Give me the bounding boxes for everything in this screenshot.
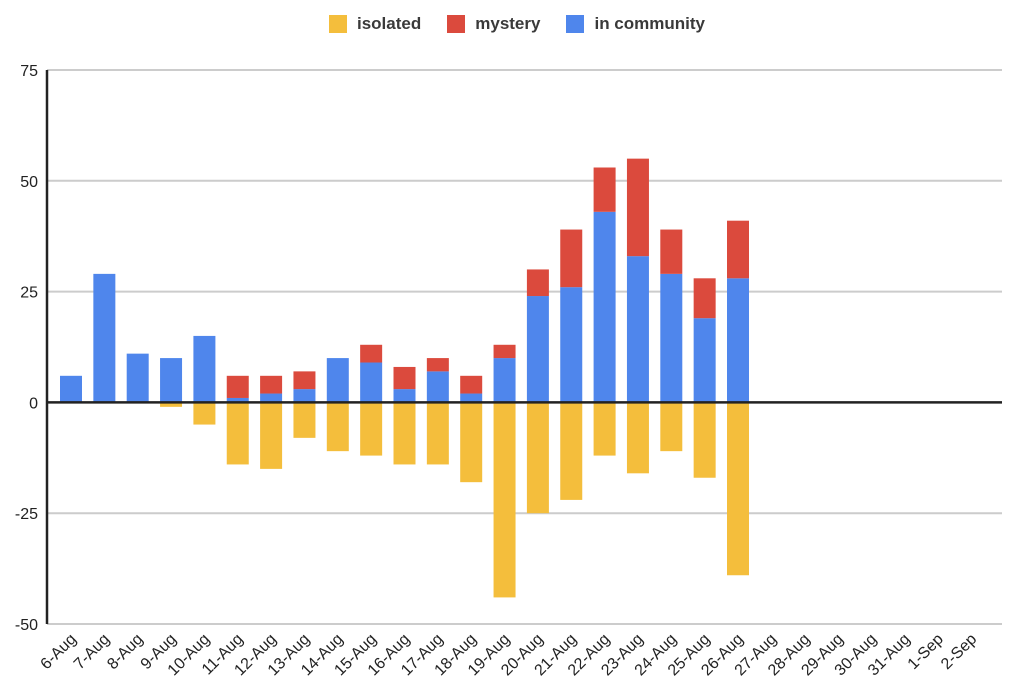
bar-isolated-11-Aug: [226, 402, 249, 465]
legend: isolated mystery in community: [0, 14, 1034, 34]
bar-in-community-23-Aug: [626, 256, 649, 403]
legend-item-in-community: in community: [566, 14, 705, 34]
bar-isolated-26-Aug: [727, 402, 749, 576]
bar-isolated-17-Aug: [426, 402, 449, 465]
bar-mystery-21-Aug: [560, 229, 583, 288]
bar-in-community-24-Aug: [660, 273, 683, 403]
legend-label-in-community: in community: [594, 14, 705, 33]
bar-mystery-19-Aug: [493, 344, 516, 359]
gridlines: [47, 69, 1002, 625]
bar-in-community-14-Aug: [326, 358, 349, 403]
bar-in-community-12-Aug: [260, 393, 283, 403]
x-tick-label: 2-Sep: [938, 631, 980, 673]
bar-isolated-16-Aug: [393, 402, 416, 465]
x-tick-label: 6-Aug: [38, 631, 80, 673]
bar-isolated-24-Aug: [660, 402, 683, 452]
y-tick-label: 0: [29, 395, 38, 412]
bar-isolated-12-Aug: [260, 402, 283, 469]
y-tick-label: 75: [20, 63, 38, 80]
x-tick-label: 1-Sep: [905, 631, 947, 673]
bar-mystery-26-Aug: [727, 220, 749, 279]
bar-in-community-16-Aug: [393, 389, 416, 403]
legend-label-isolated: isolated: [357, 14, 422, 33]
y-tick-label: 50: [20, 174, 38, 191]
bar-isolated-10-Aug: [193, 402, 216, 425]
bar-mystery-13-Aug: [293, 371, 316, 390]
bar-in-community-15-Aug: [360, 362, 383, 403]
bar-mystery-17-Aug: [426, 358, 449, 372]
y-tick-label: 25: [20, 285, 38, 302]
bar-in-community-10-Aug: [193, 335, 216, 403]
bar-isolated-19-Aug: [493, 402, 516, 598]
bar-mystery-24-Aug: [660, 229, 683, 274]
bar-isolated-23-Aug: [626, 402, 649, 474]
legend-swatch-mystery: [447, 15, 466, 33]
bar-in-community-13-Aug: [293, 389, 316, 403]
bar-in-community-6-Aug: [60, 375, 82, 403]
legend-item-isolated: isolated: [329, 14, 421, 34]
legend-label-mystery: mystery: [475, 14, 541, 33]
bar-mystery-18-Aug: [460, 375, 483, 394]
bar-mystery-22-Aug: [593, 167, 616, 212]
bar-isolated-21-Aug: [560, 402, 583, 500]
bar-isolated-9-Aug: [160, 402, 183, 407]
x-tick-label: 8-Aug: [104, 631, 146, 673]
bar-mystery-25-Aug: [693, 278, 716, 319]
y-tick-label: -25: [15, 506, 38, 523]
bar-isolated-18-Aug: [460, 402, 483, 483]
bar-in-community-25-Aug: [693, 318, 716, 403]
bar-in-community-17-Aug: [426, 371, 449, 403]
bar-mystery-11-Aug: [226, 375, 249, 398]
y-tick-label: -50: [15, 617, 38, 634]
bar-in-community-22-Aug: [593, 211, 616, 403]
bar-mystery-23-Aug: [626, 158, 649, 257]
bar-in-community-8-Aug: [126, 353, 149, 403]
bar-mystery-16-Aug: [393, 366, 416, 390]
bar-mystery-12-Aug: [260, 375, 283, 394]
bar-in-community-21-Aug: [560, 287, 583, 403]
bar-in-community-19-Aug: [493, 358, 516, 403]
bar-mystery-15-Aug: [360, 344, 383, 363]
bar-isolated-25-Aug: [693, 402, 716, 478]
bar-in-community-18-Aug: [460, 393, 483, 403]
legend-swatch-isolated: [329, 15, 347, 33]
legend-swatch-in-community: [566, 15, 585, 33]
y-axis-ticks: 75 50 25 0 -25 -50: [15, 63, 38, 634]
bar-in-community-7-Aug: [93, 273, 116, 403]
x-tick-label: 7-Aug: [71, 631, 113, 673]
bar-isolated-20-Aug: [526, 402, 549, 514]
bar-isolated-15-Aug: [360, 402, 383, 456]
bar-in-community-9-Aug: [160, 358, 183, 403]
axes: [45, 70, 1002, 624]
x-axis-ticks: 6-Aug7-Aug8-Aug9-Aug10-Aug11-Aug12-Aug13…: [38, 631, 981, 680]
bar-isolated-13-Aug: [293, 402, 316, 438]
bar-isolated-14-Aug: [326, 402, 349, 452]
bar-in-community-26-Aug: [727, 278, 749, 403]
bars: [60, 158, 749, 598]
bar-in-community-11-Aug: [226, 397, 249, 403]
bar-in-community-20-Aug: [526, 296, 549, 403]
bar-isolated-22-Aug: [593, 402, 616, 456]
legend-item-mystery: mystery: [447, 14, 540, 34]
bar-mystery-20-Aug: [526, 269, 549, 297]
